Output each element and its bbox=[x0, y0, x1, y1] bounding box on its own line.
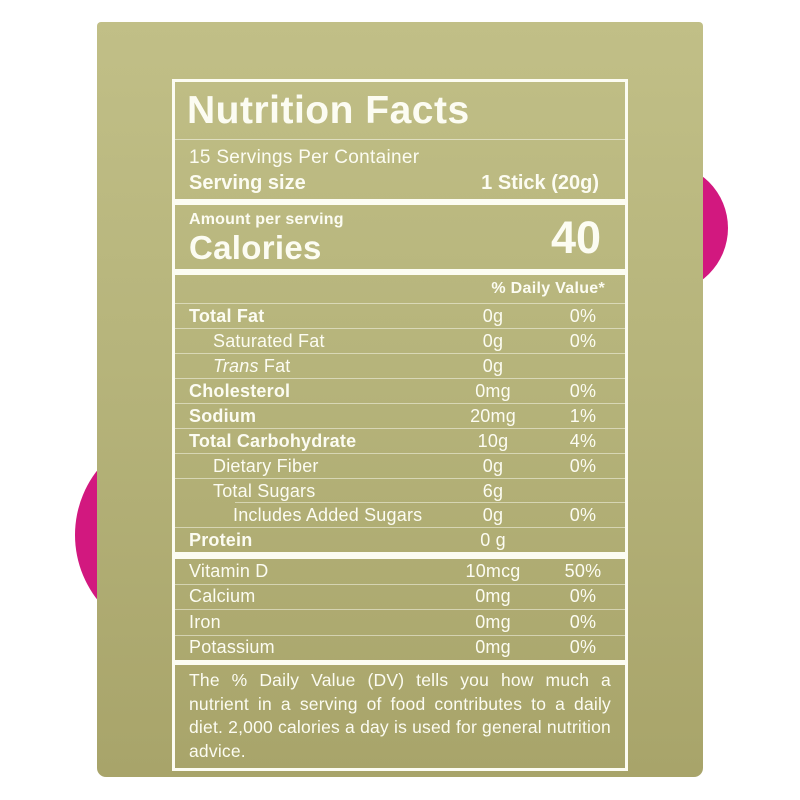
nutrient-dv: 0% bbox=[569, 380, 597, 401]
nutrient-dv: 0% bbox=[569, 637, 597, 658]
section-divider-bar bbox=[175, 269, 625, 275]
label-header-section: Nutrition Facts 15 Servings Per Containe… bbox=[175, 82, 625, 199]
nutrient-dv: 0% bbox=[569, 455, 597, 476]
divider bbox=[175, 139, 625, 140]
table-row: Protein 0 g bbox=[175, 527, 625, 552]
nutrient-dv: 0% bbox=[569, 305, 597, 326]
nutrient-name: Cholesterol bbox=[189, 380, 291, 401]
nutrient-dv: 50% bbox=[564, 560, 602, 581]
servings-per-container: 15 Servings Per Container bbox=[189, 147, 420, 168]
amount-per-serving-label: Amount per serving bbox=[189, 210, 344, 228]
nutrient-dv: 0% bbox=[569, 504, 597, 525]
nutrient-amount: 10g bbox=[477, 430, 509, 451]
nutrient-amount: 0 g bbox=[480, 529, 506, 550]
nutrient-name: Includes Added Sugars bbox=[233, 504, 423, 525]
table-row: Total Sugars 6g bbox=[175, 478, 625, 503]
nutrient-dv: 0% bbox=[569, 330, 597, 351]
nutrient-amount: 0mg bbox=[475, 637, 511, 658]
nutrient-name: Vitamin D bbox=[189, 560, 269, 581]
daily-value-header: % Daily Value* bbox=[491, 280, 605, 297]
serving-size-row: Serving size 1 Stick (20g) bbox=[175, 170, 625, 199]
table-row: Total Fat 0g 0% bbox=[175, 303, 625, 328]
nutrient-name: Total Fat bbox=[189, 305, 265, 326]
nutrient-name: Protein bbox=[189, 529, 253, 550]
nutrient-amount: 0g bbox=[482, 330, 504, 351]
nutrient-amount: 0mg bbox=[475, 611, 511, 632]
vitamin-rows: Vitamin D 10mcg 50% Calcium 0mg 0% Iron … bbox=[175, 559, 625, 660]
table-row: Dietary Fiber 0g 0% bbox=[175, 453, 625, 478]
nutrient-name: Total Sugars bbox=[213, 480, 316, 501]
nutrient-name: Dietary Fiber bbox=[213, 455, 319, 476]
nutrient-amount: 0g bbox=[482, 504, 504, 525]
nutrient-amount: 20mg bbox=[470, 405, 516, 426]
nutrient-name: Trans Fat bbox=[213, 355, 291, 376]
section-divider-bar bbox=[175, 199, 625, 205]
nutrient-table-section: % Daily Value* Total Fat 0g 0% Saturated… bbox=[175, 275, 625, 552]
nutrient-dv: 4% bbox=[569, 430, 597, 451]
table-row: Trans Fat 0g bbox=[175, 353, 625, 378]
nutrient-amount: 0g bbox=[482, 455, 504, 476]
daily-value-footnote: The % Daily Value (DV) tells you how muc… bbox=[189, 670, 611, 761]
table-row: Cholesterol 0mg 0% bbox=[175, 378, 625, 403]
nutrient-amount: 0mg bbox=[475, 380, 511, 401]
nutrition-facts-title: Nutrition Facts bbox=[187, 89, 470, 132]
calories-value: 40 bbox=[550, 211, 601, 263]
nutrient-dv: 0% bbox=[569, 586, 597, 607]
nutrient-rows: Total Fat 0g 0% Saturated Fat 0g 0% Tran… bbox=[175, 303, 625, 552]
table-row: Iron 0mg 0% bbox=[175, 609, 625, 635]
nutrient-name: Saturated Fat bbox=[213, 330, 325, 351]
nutrient-amount: 6g bbox=[482, 480, 504, 501]
table-row: Vitamin D 10mcg 50% bbox=[175, 559, 625, 584]
nutrient-name: Iron bbox=[189, 611, 221, 632]
nutrient-amount: 0g bbox=[482, 355, 504, 376]
table-row: Potassium 0mg 0% bbox=[175, 634, 625, 661]
section-divider-bar bbox=[175, 552, 625, 559]
table-row: Saturated Fat 0g 0% bbox=[175, 328, 625, 353]
calories-label: Calories bbox=[189, 228, 322, 266]
nutrient-name: Total Carbohydrate bbox=[189, 430, 357, 451]
nutrient-amount: 0g bbox=[482, 305, 504, 326]
table-row: Includes Added Sugars 0g 0% bbox=[175, 502, 625, 527]
calories-labels: Amount per serving Calories bbox=[189, 209, 344, 266]
nutrient-amount: 10mcg bbox=[465, 560, 521, 581]
serving-size-label: Serving size bbox=[189, 172, 306, 194]
table-row: Sodium 20mg 1% bbox=[175, 403, 625, 428]
section-divider-bar bbox=[175, 660, 625, 665]
table-row: Total Carbohydrate 10g 4% bbox=[175, 428, 625, 453]
product-package: Nutrition Facts 15 Servings Per Containe… bbox=[97, 22, 703, 777]
nutrient-dv: 0% bbox=[569, 611, 597, 632]
nutrient-name: Potassium bbox=[189, 637, 275, 658]
serving-size-value: 1 Stick (20g) bbox=[481, 172, 599, 194]
nutrient-dv: 1% bbox=[569, 405, 597, 426]
nutrient-name: Sodium bbox=[189, 405, 257, 426]
nutrient-name: Calcium bbox=[189, 586, 256, 607]
nutrient-amount: 0mg bbox=[475, 586, 511, 607]
calories-section: Amount per serving Calories 40 bbox=[175, 205, 625, 269]
table-row: Calcium 0mg 0% bbox=[175, 583, 625, 610]
nutrition-facts-label: Nutrition Facts 15 Servings Per Containe… bbox=[172, 79, 628, 771]
